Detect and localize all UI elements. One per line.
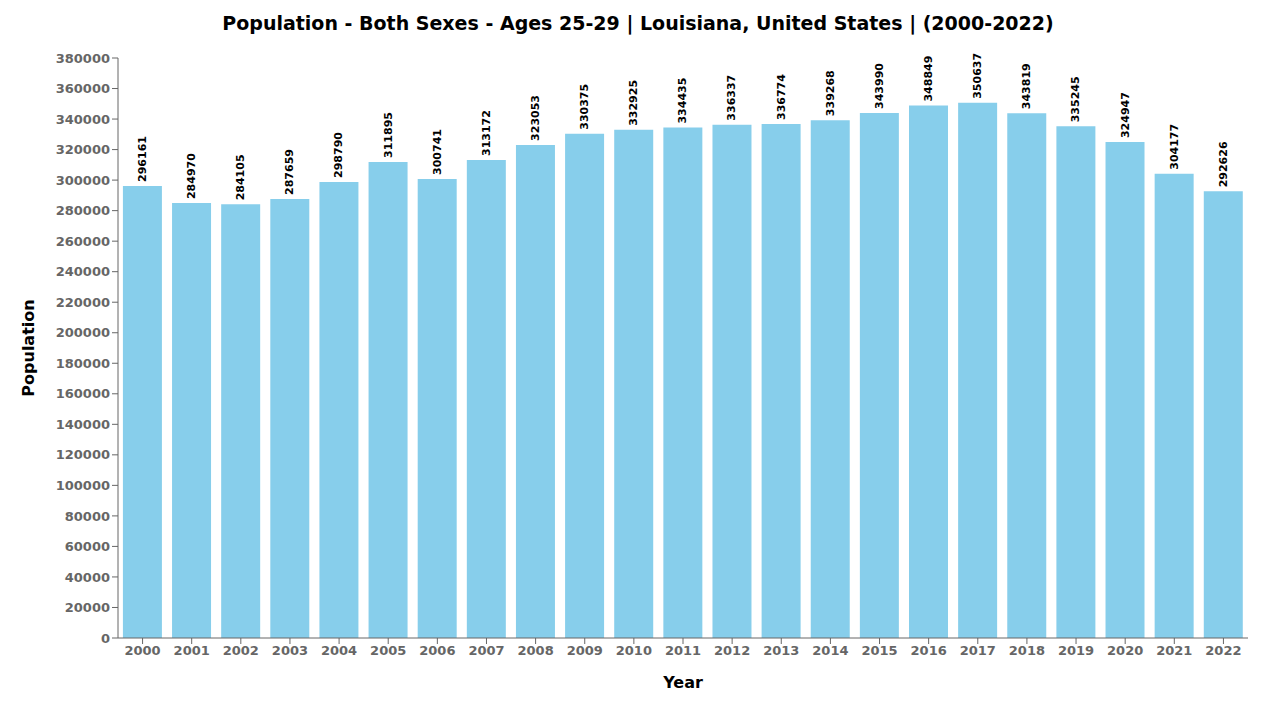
svg-text:2020: 2020 xyxy=(1107,643,1143,658)
svg-text:2018: 2018 xyxy=(1009,643,1045,658)
svg-text:2001: 2001 xyxy=(174,643,210,658)
svg-text:2002: 2002 xyxy=(223,643,259,658)
svg-text:2021: 2021 xyxy=(1156,643,1192,658)
svg-text:Year: Year xyxy=(662,673,703,692)
html-text:Population - Both Sexes - Ages: Population - Both Sexes - Ages 25-29 | L… xyxy=(222,12,1054,34)
svg-text:298790: 298790 xyxy=(332,132,345,178)
svg-text:292626: 292626 xyxy=(1217,141,1230,187)
svg-text:2012: 2012 xyxy=(714,643,750,658)
svg-text:2007: 2007 xyxy=(468,643,504,658)
svg-text:240000: 240000 xyxy=(56,264,110,279)
svg-text:284970: 284970 xyxy=(185,153,198,199)
svg-text:287659: 287659 xyxy=(283,149,296,195)
svg-text:2022: 2022 xyxy=(1205,643,1241,658)
svg-text:2009: 2009 xyxy=(567,643,603,658)
svg-text:280000: 280000 xyxy=(56,203,110,218)
svg-text:2010: 2010 xyxy=(616,643,652,658)
svg-text:80000: 80000 xyxy=(65,509,110,524)
svg-text:260000: 260000 xyxy=(56,234,110,249)
svg-text:100000: 100000 xyxy=(56,478,110,493)
svg-text:0: 0 xyxy=(101,631,110,646)
svg-text:2006: 2006 xyxy=(419,643,455,658)
svg-text:2005: 2005 xyxy=(370,643,406,658)
svg-text:2008: 2008 xyxy=(518,643,554,658)
svg-text:334435: 334435 xyxy=(676,78,689,124)
svg-text:2011: 2011 xyxy=(665,643,701,658)
svg-text:160000: 160000 xyxy=(56,386,110,401)
svg-text:339268: 339268 xyxy=(824,70,837,116)
svg-text:343990: 343990 xyxy=(873,63,886,109)
svg-text:2015: 2015 xyxy=(861,643,897,658)
svg-text:2017: 2017 xyxy=(960,643,996,658)
svg-text:Population: Population xyxy=(19,299,38,396)
svg-text:200000: 200000 xyxy=(56,325,110,340)
svg-text:323053: 323053 xyxy=(529,95,542,141)
svg-text:2013: 2013 xyxy=(763,643,799,658)
svg-text:180000: 180000 xyxy=(56,356,110,371)
svg-text:343819: 343819 xyxy=(1020,63,1033,109)
svg-text:296161: 296161 xyxy=(136,136,149,182)
svg-text:120000: 120000 xyxy=(56,447,110,462)
svg-text:332925: 332925 xyxy=(627,80,640,126)
svg-text:284105: 284105 xyxy=(234,154,247,200)
svg-text:340000: 340000 xyxy=(56,112,110,127)
svg-text:350637: 350637 xyxy=(971,53,984,99)
svg-text:313172: 313172 xyxy=(480,110,493,156)
svg-text:220000: 220000 xyxy=(56,295,110,310)
svg-text:40000: 40000 xyxy=(65,570,110,585)
svg-text:320000: 320000 xyxy=(56,142,110,157)
svg-text:2000: 2000 xyxy=(124,643,160,658)
svg-text:140000: 140000 xyxy=(56,417,110,432)
svg-text:2003: 2003 xyxy=(272,643,308,658)
svg-text:300000: 300000 xyxy=(56,173,110,188)
svg-text:2014: 2014 xyxy=(812,643,848,658)
svg-text:2004: 2004 xyxy=(321,643,357,658)
svg-text:335245: 335245 xyxy=(1069,76,1082,122)
svg-text:20000: 20000 xyxy=(65,600,110,615)
svg-text:311895: 311895 xyxy=(382,112,395,158)
svg-text:300741: 300741 xyxy=(431,129,444,175)
svg-text:336337: 336337 xyxy=(725,75,738,121)
svg-text:348849: 348849 xyxy=(922,56,935,102)
svg-text:2019: 2019 xyxy=(1058,643,1094,658)
svg-text:60000: 60000 xyxy=(65,539,110,554)
svg-text:2016: 2016 xyxy=(911,643,947,658)
svg-text:380000: 380000 xyxy=(56,51,110,66)
svg-text:336774: 336774 xyxy=(775,74,788,120)
svg-text:360000: 360000 xyxy=(56,81,110,96)
svg-text:304177: 304177 xyxy=(1168,124,1181,170)
svg-text:330375: 330375 xyxy=(578,84,591,130)
svg-text:324947: 324947 xyxy=(1119,92,1132,138)
